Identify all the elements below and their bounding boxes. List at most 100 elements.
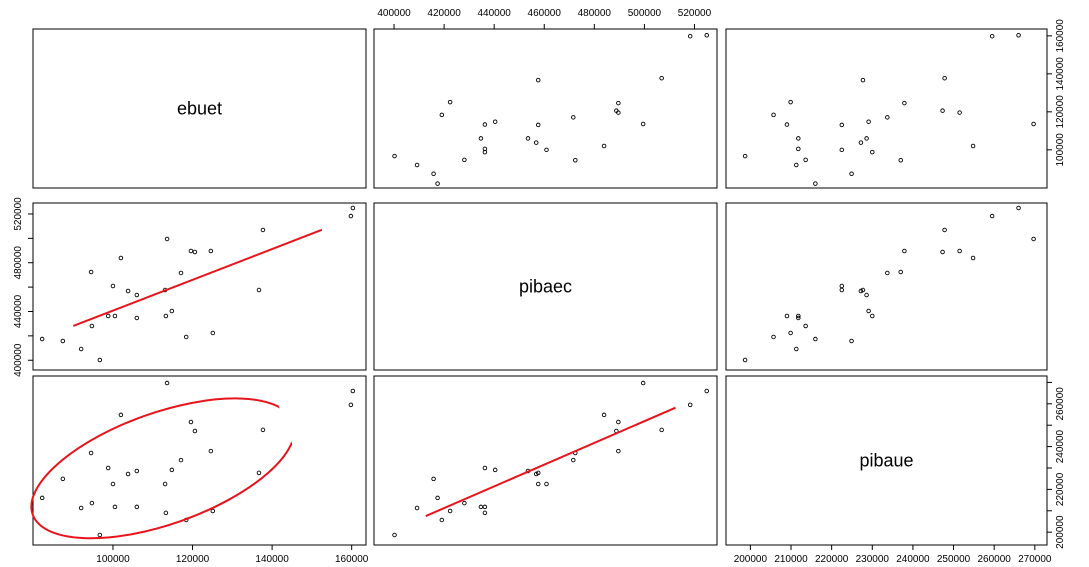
point xyxy=(1031,236,1036,242)
point xyxy=(533,140,539,145)
point xyxy=(192,428,198,434)
point xyxy=(169,467,175,473)
point xyxy=(1016,33,1021,38)
point xyxy=(435,181,440,186)
point xyxy=(601,412,607,418)
point xyxy=(839,287,845,293)
point xyxy=(771,112,776,118)
point xyxy=(970,143,976,149)
point xyxy=(794,162,799,168)
point xyxy=(870,149,875,155)
point xyxy=(208,448,214,454)
point xyxy=(839,283,845,289)
panel xyxy=(32,202,367,371)
point xyxy=(88,269,94,275)
point xyxy=(414,162,420,168)
panel-points xyxy=(39,380,356,538)
point xyxy=(784,122,790,127)
point xyxy=(571,115,576,120)
point xyxy=(482,465,488,471)
point xyxy=(482,510,488,516)
point xyxy=(431,476,436,482)
point xyxy=(659,427,664,433)
point xyxy=(784,313,790,319)
point xyxy=(989,213,995,219)
point xyxy=(794,346,799,352)
point xyxy=(535,77,541,83)
point xyxy=(348,402,354,408)
point xyxy=(431,171,436,177)
point xyxy=(970,255,976,261)
point xyxy=(940,249,945,255)
point xyxy=(256,287,262,293)
point xyxy=(544,147,549,153)
panel xyxy=(725,202,1048,371)
point xyxy=(860,287,866,293)
point xyxy=(640,121,646,127)
point xyxy=(134,504,140,510)
point xyxy=(118,412,124,418)
axis-tick-label: 460000 xyxy=(528,8,562,19)
axis-tick-label: 500000 xyxy=(628,8,662,19)
point xyxy=(839,147,845,153)
point xyxy=(902,248,907,254)
axis-tick-label: 260000 xyxy=(977,554,1011,565)
panel-points xyxy=(392,33,709,186)
point xyxy=(687,33,693,39)
point xyxy=(256,470,262,476)
point xyxy=(864,292,869,298)
panel-points xyxy=(742,205,1036,363)
axis-tick-label: 240000 xyxy=(896,554,930,565)
point xyxy=(164,236,170,242)
point xyxy=(178,457,184,463)
point xyxy=(796,315,801,321)
point xyxy=(866,308,871,314)
axis-tick-label: 270000 xyxy=(1018,554,1052,565)
axis-tick-label: 400000 xyxy=(13,343,24,377)
point xyxy=(78,505,84,511)
point xyxy=(169,308,175,314)
point xyxy=(659,75,664,81)
point xyxy=(482,146,488,152)
point xyxy=(478,504,484,510)
axis-tick-label: 210000 xyxy=(774,554,808,565)
point xyxy=(350,388,356,394)
point xyxy=(957,110,962,115)
point xyxy=(260,427,266,433)
axis-tick-label: 250000 xyxy=(937,554,971,565)
point xyxy=(134,315,140,321)
point xyxy=(839,122,845,128)
regression-line xyxy=(72,228,323,327)
panel xyxy=(373,28,718,189)
axis-tick-label: 160000 xyxy=(335,554,369,565)
point xyxy=(796,136,801,141)
point xyxy=(39,336,45,342)
point xyxy=(210,508,216,514)
axis-tick-label: 440000 xyxy=(477,8,511,19)
point xyxy=(208,248,214,254)
axis-tick-label: 420000 xyxy=(427,8,461,19)
axis-tick-label: 140000 xyxy=(1055,57,1066,91)
panel-points xyxy=(39,205,356,363)
point xyxy=(97,532,103,538)
point xyxy=(866,119,871,124)
point xyxy=(162,481,168,487)
point xyxy=(771,334,776,340)
panel-points xyxy=(742,33,1036,186)
point xyxy=(183,334,189,340)
point xyxy=(849,338,854,344)
point xyxy=(742,153,748,159)
point xyxy=(260,227,266,233)
point xyxy=(188,419,194,425)
variable-label: pibaec xyxy=(519,277,572,297)
point xyxy=(813,181,818,186)
point xyxy=(640,380,646,386)
point xyxy=(439,112,445,118)
axis-tick-label: 220000 xyxy=(1055,472,1066,506)
point xyxy=(164,380,170,386)
point xyxy=(704,33,709,38)
point xyxy=(60,476,66,482)
axis-tick-label: 440000 xyxy=(13,294,24,328)
regression-line xyxy=(425,406,676,517)
